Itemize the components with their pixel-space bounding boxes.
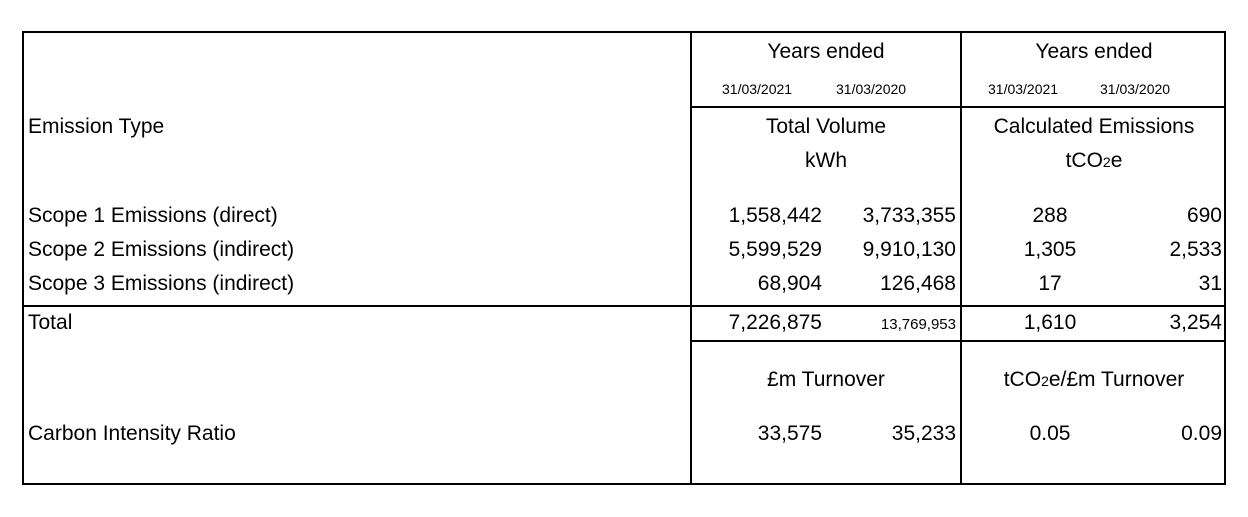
emissions-table (22, 31, 1226, 485)
row-label-carbon-intensity: Carbon Intensity Ratio (28, 422, 236, 445)
kwh-unit: kWh (805, 149, 847, 172)
scope3-volume-2021: 68,904 (757, 272, 822, 295)
intensity-unit-heading: tCO2e/£m Turnover (1003, 368, 1185, 391)
intensity-ratio-2021: 0.05 (1029, 422, 1071, 445)
scope3-emissions-2020: 31 (1198, 272, 1222, 295)
turnover-2021: 33,575 (757, 422, 822, 445)
total-volume-2021: 7,226,875 (728, 311, 822, 334)
total-emissions-2020: 3,254 (1169, 311, 1222, 334)
row-label-total: Total (28, 311, 73, 334)
scope1-volume-2021: 1,558,442 (728, 204, 822, 227)
scope1-volume-2020: 3,733,355 (862, 204, 956, 227)
header-rule (690, 106, 1226, 108)
scope3-emissions-2021: 17 (1038, 272, 1062, 295)
row-label-scope2: Scope 2 Emissions (indirect) (28, 238, 295, 261)
scope3-bottom-rule (22, 305, 1226, 307)
date-volume-2020: 31/03/2020 (836, 81, 907, 97)
total-bottom-rule (690, 340, 1226, 342)
row-label-scope1: Scope 1 Emissions (direct) (28, 204, 278, 227)
turnover-2020: 35,233 (891, 422, 956, 445)
date-volume-2021: 31/03/2021 (722, 81, 793, 97)
calculated-emissions-heading: Calculated Emissions (993, 115, 1195, 138)
scope1-emissions-2020: 690 (1186, 204, 1222, 227)
row-label-scope3: Scope 3 Emissions (indirect) (28, 272, 295, 295)
emission-type-heading: Emission Type (28, 115, 165, 138)
total-volume-2020: 13,769,953 (880, 316, 956, 333)
scope2-volume-2020: 9,910,130 (862, 238, 956, 261)
column-divider-volume (690, 31, 692, 485)
intensity-ratio-2020: 0.09 (1181, 422, 1222, 445)
scope1-emissions-2021: 288 (1032, 204, 1068, 227)
scope3-volume-2020: 126,468 (880, 272, 956, 295)
scope2-emissions-2021: 1,305 (1023, 238, 1077, 261)
column-divider-emissions (960, 31, 962, 485)
years-ended-emissions: Years ended (1035, 40, 1153, 63)
date-emissions-2021: 31/03/2021 (988, 81, 1059, 97)
scope2-volume-2021: 5,599,529 (728, 238, 822, 261)
years-ended-volume: Years ended (767, 40, 885, 63)
turnover-heading: £m Turnover (767, 368, 885, 391)
scope2-emissions-2020: 2,533 (1169, 238, 1222, 261)
date-emissions-2020: 31/03/2020 (1100, 81, 1171, 97)
total-emissions-2021: 1,610 (1023, 311, 1077, 334)
tco2e-unit: tCO2e (1065, 149, 1123, 172)
total-volume-heading: Total Volume (765, 115, 887, 138)
